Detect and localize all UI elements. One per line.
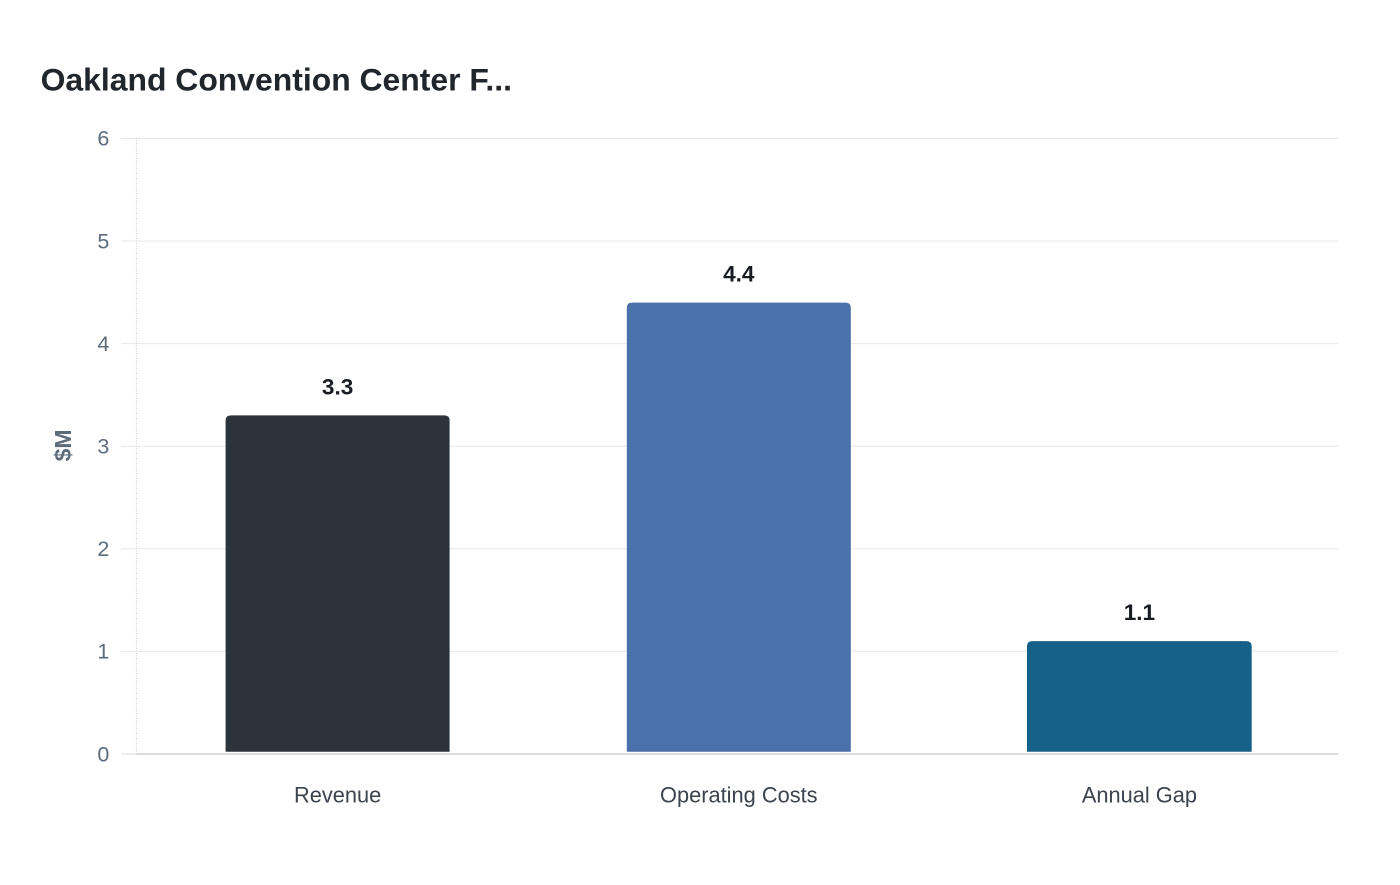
svg-text:$M: $M <box>50 429 76 461</box>
svg-text:0: 0 <box>97 742 109 766</box>
svg-text:1: 1 <box>97 640 109 664</box>
svg-text:2: 2 <box>97 537 109 561</box>
svg-text:Operating Costs: Operating Costs <box>660 782 818 807</box>
svg-text:Oakland Convention Center F...: Oakland Convention Center F... <box>41 62 512 98</box>
svg-text:Revenue: Revenue <box>294 782 381 807</box>
svg-text:3.3: 3.3 <box>322 375 353 400</box>
svg-text:5: 5 <box>97 229 109 253</box>
svg-text:4.4: 4.4 <box>723 262 755 287</box>
svg-text:Annual Gap: Annual Gap <box>1082 782 1197 807</box>
svg-text:4: 4 <box>97 332 109 356</box>
svg-text:1.1: 1.1 <box>1124 600 1155 625</box>
svg-text:6: 6 <box>97 127 109 151</box>
svg-text:3: 3 <box>97 435 109 459</box>
